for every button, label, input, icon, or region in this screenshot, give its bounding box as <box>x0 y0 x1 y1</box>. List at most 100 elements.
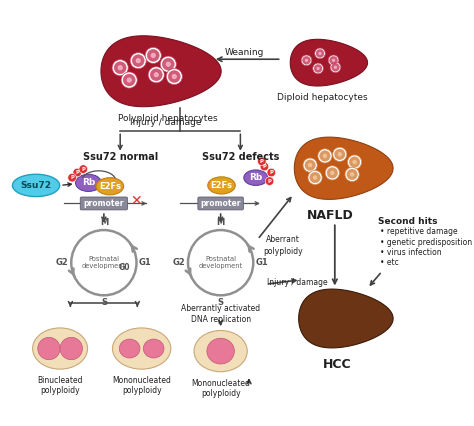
Circle shape <box>153 72 159 78</box>
Ellipse shape <box>75 174 101 191</box>
Circle shape <box>312 175 318 180</box>
Circle shape <box>328 55 339 66</box>
Circle shape <box>126 77 132 83</box>
Text: Binucleated
polyploidy: Binucleated polyploidy <box>37 376 83 395</box>
Text: G2: G2 <box>173 258 185 267</box>
Circle shape <box>150 52 156 58</box>
Text: M: M <box>100 219 108 227</box>
Text: E2Fs: E2Fs <box>210 181 232 190</box>
Circle shape <box>168 71 180 83</box>
Circle shape <box>147 49 159 61</box>
Circle shape <box>322 153 328 158</box>
Circle shape <box>165 61 171 67</box>
Circle shape <box>265 177 274 185</box>
Ellipse shape <box>207 338 234 364</box>
Text: G2: G2 <box>56 258 69 267</box>
Text: Ssu72: Ssu72 <box>20 181 52 190</box>
Text: P: P <box>269 170 273 175</box>
Circle shape <box>166 69 182 85</box>
Circle shape <box>330 62 341 72</box>
FancyBboxPatch shape <box>80 197 128 210</box>
Circle shape <box>112 60 128 76</box>
Text: Rb: Rb <box>82 178 95 187</box>
Circle shape <box>319 151 330 161</box>
Text: G1: G1 <box>139 258 152 267</box>
Circle shape <box>123 74 135 86</box>
Text: • etc: • etc <box>380 259 399 268</box>
Ellipse shape <box>119 339 140 358</box>
Circle shape <box>330 170 335 176</box>
Circle shape <box>329 56 337 64</box>
Circle shape <box>308 170 322 184</box>
Text: P: P <box>263 164 266 169</box>
Circle shape <box>352 159 357 165</box>
Text: ✕: ✕ <box>130 194 141 208</box>
Ellipse shape <box>96 178 124 195</box>
Polygon shape <box>290 39 367 86</box>
Circle shape <box>148 67 164 83</box>
Circle shape <box>303 158 317 172</box>
Text: Injury / damage: Injury / damage <box>267 278 328 287</box>
Circle shape <box>345 167 359 181</box>
Polygon shape <box>101 36 221 106</box>
Text: G0: G0 <box>118 263 130 272</box>
Ellipse shape <box>38 337 60 360</box>
Circle shape <box>121 72 137 88</box>
Text: • virus infection: • virus infection <box>380 248 442 257</box>
Text: Second hits: Second hits <box>378 217 437 226</box>
Text: P: P <box>82 167 85 172</box>
Text: G1: G1 <box>256 258 269 267</box>
Ellipse shape <box>244 170 268 185</box>
Ellipse shape <box>143 339 164 358</box>
Circle shape <box>304 58 309 62</box>
Text: Postnatal
development: Postnatal development <box>82 256 126 269</box>
Circle shape <box>314 64 322 72</box>
Circle shape <box>315 48 325 59</box>
Polygon shape <box>299 289 393 348</box>
Circle shape <box>318 52 322 55</box>
Circle shape <box>337 152 342 157</box>
Circle shape <box>132 55 144 66</box>
Circle shape <box>160 56 176 72</box>
Circle shape <box>316 49 324 58</box>
Circle shape <box>145 47 161 63</box>
Circle shape <box>325 166 339 180</box>
Text: promoter: promoter <box>83 199 124 208</box>
Text: HCC: HCC <box>323 358 352 371</box>
Text: NAFLD: NAFLD <box>307 209 354 222</box>
Circle shape <box>162 58 174 70</box>
Circle shape <box>310 172 320 183</box>
Circle shape <box>308 163 313 168</box>
Ellipse shape <box>112 328 171 369</box>
Text: Polyploid hepatocytes: Polyploid hepatocytes <box>118 114 217 123</box>
Circle shape <box>302 56 310 64</box>
Ellipse shape <box>33 328 88 369</box>
Circle shape <box>313 63 323 74</box>
Text: • repetitive damage: • repetitive damage <box>380 227 458 236</box>
Circle shape <box>257 157 266 166</box>
Ellipse shape <box>194 331 247 372</box>
Text: Postnatal
development: Postnatal development <box>199 256 243 269</box>
Text: Mononucleated
polyploidy: Mononucleated polyploidy <box>112 376 171 395</box>
FancyBboxPatch shape <box>198 197 243 210</box>
Circle shape <box>135 58 141 63</box>
Text: P: P <box>75 170 79 175</box>
Circle shape <box>335 149 345 160</box>
Ellipse shape <box>12 174 60 196</box>
Text: Aberrantly activated
DNA replication: Aberrantly activated DNA replication <box>181 304 260 324</box>
Circle shape <box>73 168 82 177</box>
Circle shape <box>349 172 355 177</box>
Circle shape <box>347 155 362 169</box>
Text: promoter: promoter <box>201 199 241 208</box>
Circle shape <box>68 173 76 182</box>
Circle shape <box>327 168 337 178</box>
Text: P: P <box>268 178 272 184</box>
Text: Ssu72 normal: Ssu72 normal <box>82 152 158 162</box>
Circle shape <box>316 66 320 70</box>
Text: Aberrant
polyploidy: Aberrant polyploidy <box>264 236 303 256</box>
Circle shape <box>117 65 123 71</box>
Circle shape <box>347 169 357 180</box>
Text: M: M <box>217 219 225 227</box>
Text: S: S <box>218 298 224 307</box>
Text: • genetic predisposition: • genetic predisposition <box>380 238 473 247</box>
